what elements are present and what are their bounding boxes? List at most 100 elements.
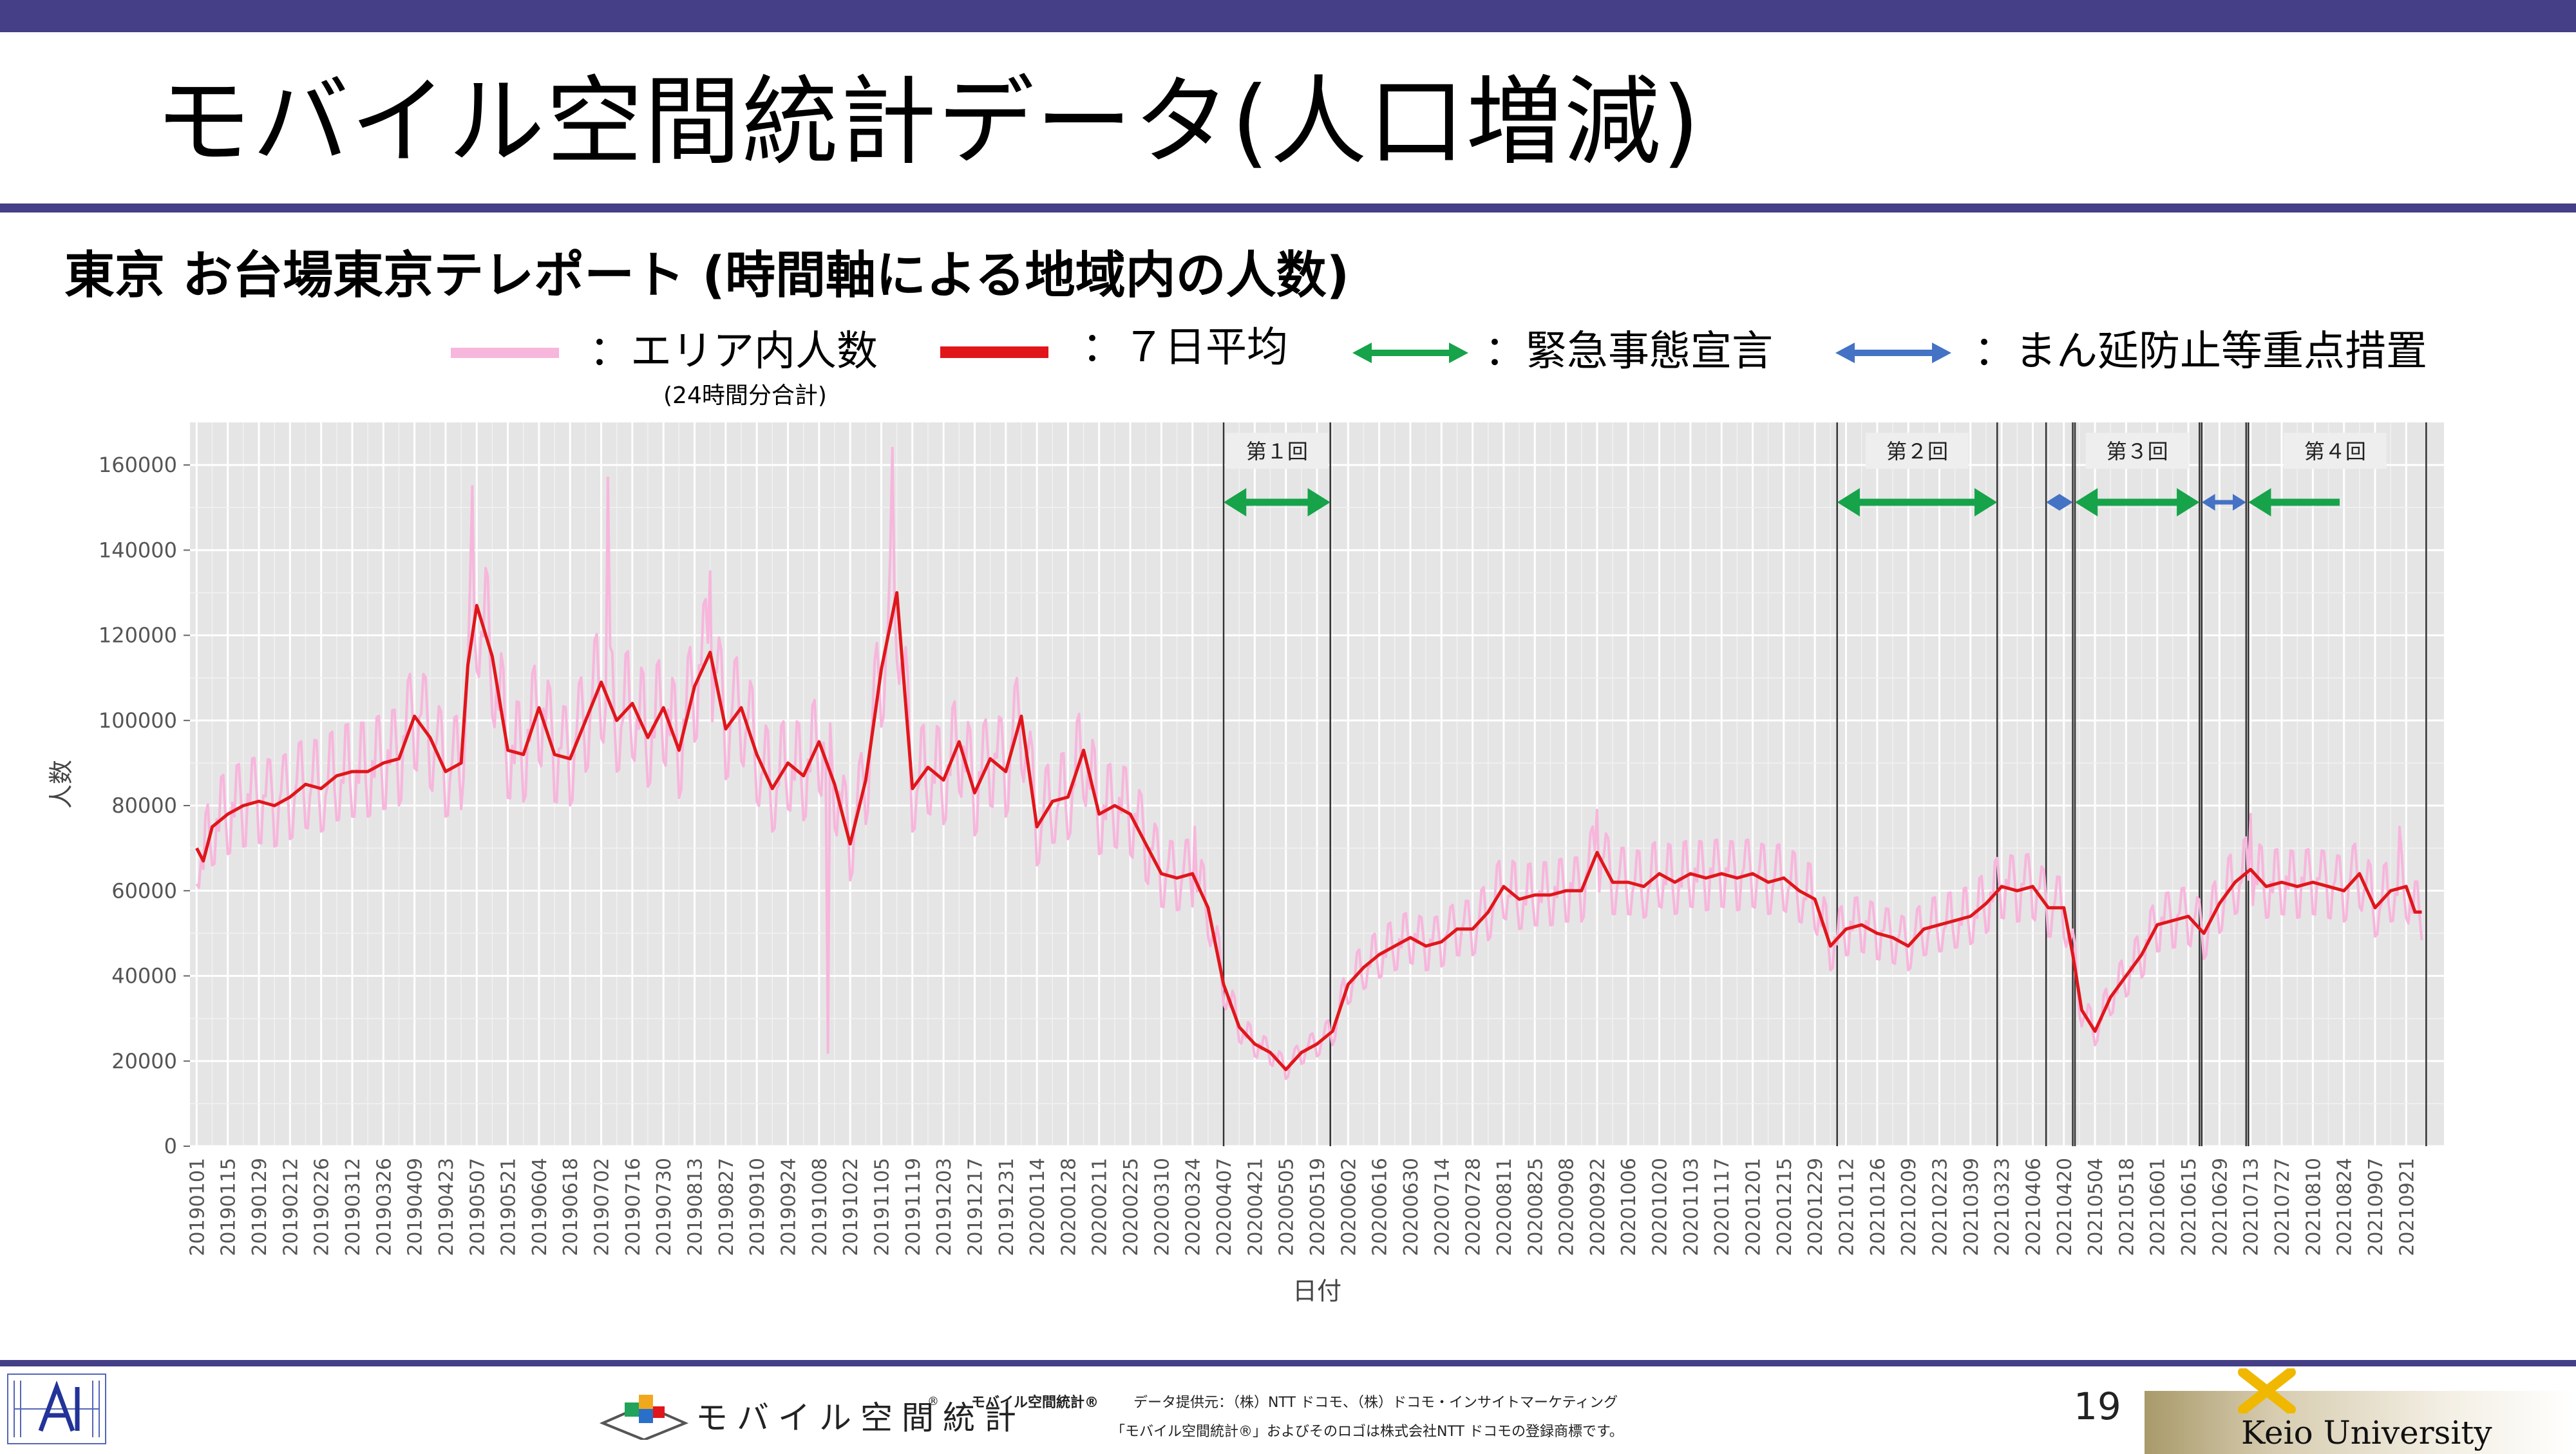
trademark-note: 「モバイル空間統計®」およびそのロゴは株式会社NTT ドコモの登録商標です。 <box>1111 1424 1624 1440</box>
x-tick-label: 20190618 <box>560 1158 582 1256</box>
x-tick-label: 20200519 <box>1307 1158 1329 1256</box>
seven-day-average-line <box>195 591 2422 1072</box>
x-tick-label: 20190702 <box>591 1158 614 1256</box>
period-arrow-head <box>2177 488 2200 516</box>
priority-measures-arrow <box>2201 494 2246 511</box>
period-arrow-head <box>2233 494 2246 511</box>
x-tick-label: 20201229 <box>1804 1158 1827 1256</box>
x-tick-label: 20190604 <box>529 1158 551 1256</box>
x-tick-label: 20200225 <box>1120 1158 1142 1256</box>
x-tick-label: 20190827 <box>715 1158 738 1256</box>
x-tick-label: 20190312 <box>342 1158 365 1256</box>
x-tick-label: 20200714 <box>1431 1158 1454 1256</box>
x-tick-label: 20190813 <box>685 1158 707 1256</box>
brand-text: モバイル空間統計 <box>696 1399 1025 1437</box>
y-tick-label: 140000 <box>99 538 177 562</box>
x-tick-label: 20210713 <box>2240 1158 2263 1256</box>
x-tick-label: 20210223 <box>1929 1158 1951 1256</box>
y-axis-title: 人数 <box>47 760 75 809</box>
x-tick-label: 20190101 <box>186 1158 209 1256</box>
keio-pen-emblem-icon <box>2238 1368 2296 1413</box>
x-tick-label: 20201020 <box>1649 1158 1672 1256</box>
x-tick-label: 20191217 <box>964 1158 987 1256</box>
x-tick-label: 20200602 <box>1338 1158 1360 1256</box>
population-line-chart: 第１回 第２回 第３回 第４回 20190101 20190115 20190129 201… <box>47 422 2444 1305</box>
x-tick-label: 20200825 <box>1524 1158 1547 1256</box>
x-tick-label: 20210112 <box>1835 1158 1858 1256</box>
period-arrow-head <box>1975 488 1998 516</box>
legend-note-area-population: (24時間分合計) <box>663 382 827 409</box>
brand-registered-mark: ® <box>927 1395 939 1408</box>
mobile-spatial-stats-brand: モバイル空間統計 ® <box>599 1384 1016 1442</box>
y-tick-label: 120000 <box>99 623 177 648</box>
x-tick-label: 20200211 <box>1089 1158 1112 1256</box>
period-label: 第４回 <box>2304 439 2366 464</box>
keio-banner: Keio University <box>2145 1391 2576 1454</box>
period-label-box <box>1865 433 1969 469</box>
y-tick-label: 60000 <box>111 878 177 903</box>
raw-series-layer <box>195 446 2423 1081</box>
university-name: Keio University <box>2241 1414 2492 1451</box>
x-tick-label: 20210309 <box>1960 1158 1983 1256</box>
period-arrow-head <box>1307 488 1331 516</box>
y-tick-label: 20000 <box>111 1049 177 1073</box>
x-tick-label: 20201215 <box>1774 1158 1796 1256</box>
x-tick-label: 20200324 <box>1182 1158 1205 1256</box>
y-tick-label: 160000 <box>99 453 177 477</box>
top-accent-bar <box>0 0 2576 32</box>
x-tick-label: 20200616 <box>1369 1158 1392 1256</box>
x-tick-label: 20210824 <box>2334 1158 2356 1256</box>
x-tick-label: 20190226 <box>311 1158 334 1256</box>
x-tick-label: 20201103 <box>1680 1158 1703 1256</box>
x-tick-label: 20200811 <box>1493 1158 1516 1256</box>
legend-label-priority-measures: ：まん延防止等重点措置 <box>1974 328 2427 375</box>
x-tick-label: 20201117 <box>1711 1158 1734 1256</box>
x-tick-label: 20210323 <box>1991 1158 2014 1256</box>
x-tick-label: 20200421 <box>1244 1158 1267 1256</box>
x-tick-label: 20210406 <box>2022 1158 2045 1256</box>
x-tick-label: 20190115 <box>218 1158 240 1256</box>
emergency-period-arrow <box>2248 488 2340 516</box>
x-tick-label: 20200505 <box>1276 1158 1298 1256</box>
legend-label-area-population: ：エリア内人数 <box>589 328 878 375</box>
legend-swatch-area-population <box>451 348 559 358</box>
x-tick-label: 20200128 <box>1057 1158 1080 1256</box>
period-label-box <box>2085 433 2189 469</box>
period-arrow-head <box>2059 494 2073 511</box>
x-tick-label: 20200908 <box>1556 1158 1578 1256</box>
x-tick-label: 20210629 <box>2209 1158 2231 1256</box>
x-tick-label: 20210601 <box>2147 1158 2170 1256</box>
period-markers: 第１回 第２回 第３回 第４回 <box>1222 422 2427 1146</box>
period-arrow-head <box>2201 494 2215 511</box>
y-tick-label: 100000 <box>99 708 177 733</box>
legend-label-7day-average: ：７日平均 <box>1082 324 1288 372</box>
x-tick-label: 20190212 <box>279 1158 302 1256</box>
title-divider <box>0 203 2576 212</box>
x-tick-label: 20200114 <box>1027 1158 1049 1256</box>
x-tick-label: 20191105 <box>871 1158 893 1256</box>
cube-logo-icon <box>599 1395 689 1440</box>
legend-swatch-emergency-arrow <box>1352 343 1468 363</box>
priority-measures-arrow <box>2046 494 2073 511</box>
x-tick-label: 20190924 <box>778 1158 800 1256</box>
x-tick-label: 20210420 <box>2054 1158 2076 1256</box>
period-label-box <box>1225 433 1329 469</box>
x-tick-label: 20210518 <box>2116 1158 2138 1256</box>
x-tick-label: 20190423 <box>435 1158 458 1256</box>
x-tick-label: 20210907 <box>2365 1158 2387 1256</box>
x-tick-label: 20210810 <box>2302 1158 2325 1256</box>
period-arrow-head <box>1224 488 1247 516</box>
period-label-box <box>2283 433 2387 469</box>
period-label: 第２回 <box>1886 439 1948 464</box>
x-tick-label: 20210209 <box>1898 1158 1920 1256</box>
data-source-note: データ提供元：（株）NTT ドコモ、（株）ドコモ・インサイトマーケティング <box>1133 1395 1618 1411</box>
x-tick-label: 20200922 <box>1587 1158 1609 1256</box>
x-tick-label: 20190521 <box>498 1158 520 1256</box>
trademark-name: モバイル空間統計® <box>971 1395 1099 1411</box>
x-tick-label: 20190409 <box>404 1158 427 1256</box>
area-population-line <box>195 446 2423 1081</box>
x-tick-label: 20210615 <box>2178 1158 2201 1256</box>
x-tick-label: 20190326 <box>373 1158 395 1256</box>
period-label: 第１回 <box>1246 439 1308 464</box>
period-arrow-head <box>2046 494 2060 511</box>
